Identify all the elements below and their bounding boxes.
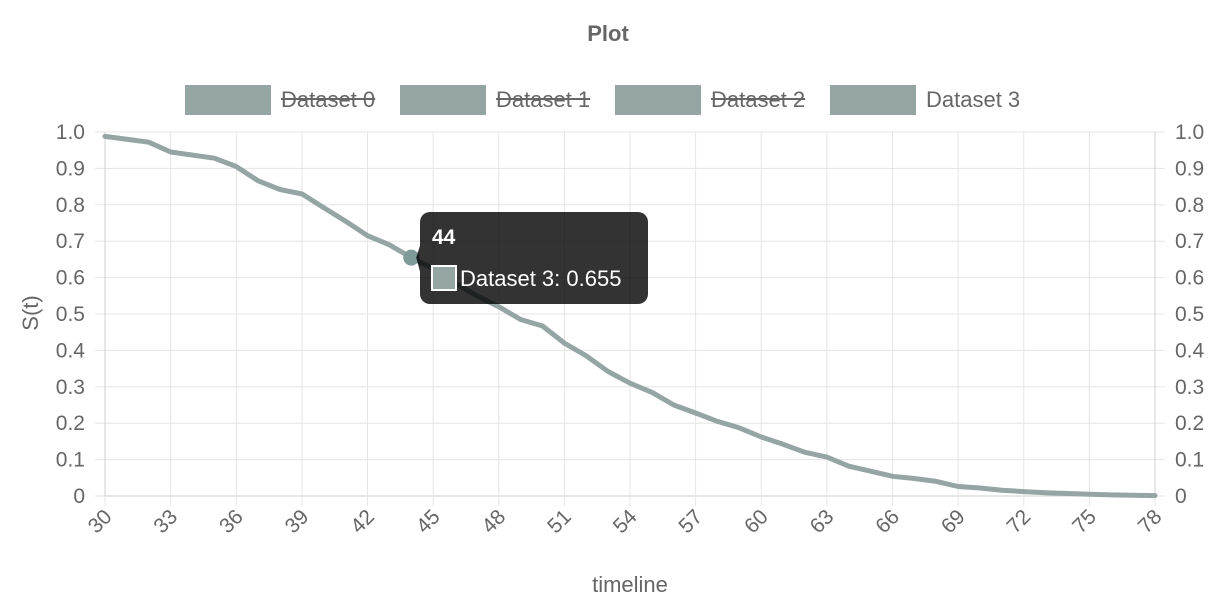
y-tick-label: 0.8	[56, 194, 85, 217]
x-tick-label: 69	[937, 505, 970, 538]
x-tick-label: 39	[281, 505, 314, 538]
x-tick-label: 63	[806, 505, 839, 538]
y-tick-label: 0	[73, 485, 85, 508]
legend-swatch[interactable]	[830, 85, 916, 115]
tooltip-title: 44	[432, 226, 456, 249]
y-tick-label: 1.0	[56, 121, 85, 144]
chart-title: Plot	[587, 21, 629, 46]
y-tick-label-right: 0.7	[1175, 230, 1204, 253]
y-tick-label: 0.9	[56, 157, 85, 180]
y-tick-label: 0.2	[56, 412, 85, 435]
x-axis: 30 33 36 39 42 45 48 51 54 57 60 63 66 69 72 75 78	[84, 505, 1167, 538]
tooltip-label: Dataset 3: 0.655	[460, 266, 621, 291]
legend: Dataset 0 Dataset 1 Dataset 2 Dataset 3	[185, 85, 1020, 115]
series-line	[102, 133, 1158, 499]
legend-item-label[interactable]: Dataset 3	[926, 87, 1020, 112]
y-tick-label-right: 0.5	[1175, 303, 1204, 326]
legend-swatch[interactable]	[185, 85, 271, 115]
y-tick-label: 0.4	[56, 339, 86, 362]
x-tick-label: 36	[215, 505, 248, 538]
x-tick-label: 66	[871, 505, 904, 538]
y-axis-right: 0 0.1 0.2 0.3 0.4 0.5 0.6 0.7 0.8 0.9 1.0	[1175, 121, 1205, 508]
x-tick-label: 72	[1003, 505, 1036, 538]
x-tick-label: 57	[674, 505, 707, 538]
grid	[95, 131, 1165, 506]
x-tick-label: 51	[543, 505, 576, 538]
x-tick-label: 75	[1068, 505, 1101, 538]
x-tick-label: 60	[740, 505, 773, 538]
y-axis-left: 0 0.1 0.2 0.3 0.4 0.5 0.6 0.7 0.8 0.9 1.0	[56, 121, 86, 508]
x-tick-label: 33	[149, 505, 182, 538]
legend-swatch[interactable]	[615, 85, 701, 115]
x-axis-title: timeline	[592, 572, 668, 597]
y-tick-label: 0.6	[56, 267, 85, 290]
y-tick-label: 0.7	[56, 230, 85, 253]
y-tick-label-right: 0.9	[1175, 157, 1204, 180]
y-tick-label: 0.5	[56, 303, 85, 326]
tooltip-box	[420, 212, 648, 304]
y-tick-label-right: 0.1	[1175, 449, 1204, 472]
tooltip-swatch	[431, 265, 457, 291]
hover-point[interactable]	[403, 249, 420, 266]
x-tick-label: 54	[609, 505, 642, 538]
x-tick-label: 42	[346, 505, 379, 538]
y-tick-label: 0.1	[56, 449, 85, 472]
x-tick-label: 30	[84, 505, 117, 538]
y-axis-title: S(t)	[18, 295, 43, 330]
x-tick-label: 78	[1134, 505, 1167, 538]
y-tick-label-right: 0	[1175, 485, 1187, 508]
series-group	[102, 133, 1158, 499]
y-tick-label-right: 0.8	[1175, 194, 1204, 217]
tooltip-caret	[416, 245, 420, 272]
y-tick-label-right: 0.6	[1175, 267, 1204, 290]
y-tick-label-right: 0.2	[1175, 412, 1204, 435]
y-tick-label-right: 0.4	[1175, 339, 1205, 362]
y-tick-label-right: 0.3	[1175, 376, 1204, 399]
y-tick-label: 0.3	[56, 376, 85, 399]
x-tick-label: 48	[478, 505, 511, 538]
legend-swatch[interactable]	[400, 85, 486, 115]
y-tick-label-right: 1.0	[1175, 121, 1204, 144]
x-tick-label: 45	[412, 505, 445, 538]
